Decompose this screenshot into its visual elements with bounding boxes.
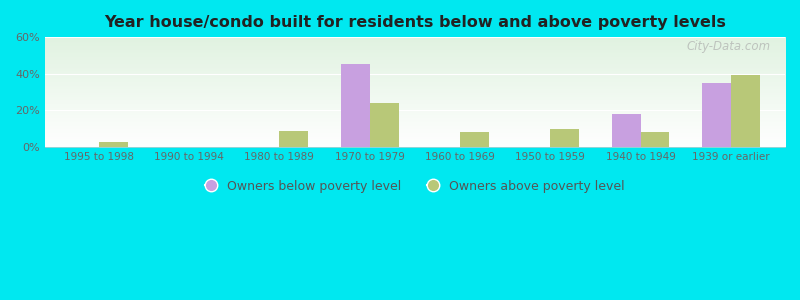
Bar bbox=[370, 103, 398, 147]
Bar bbox=[731, 75, 760, 147]
Legend: Owners below poverty level, Owners above poverty level: Owners below poverty level, Owners above… bbox=[200, 175, 630, 198]
Bar bbox=[641, 132, 670, 147]
Bar bbox=[702, 83, 731, 147]
Title: Year house/condo built for residents below and above poverty levels: Year house/condo built for residents bel… bbox=[104, 15, 726, 30]
Bar bbox=[550, 129, 579, 147]
Bar bbox=[612, 114, 641, 147]
Bar bbox=[341, 64, 370, 147]
Bar bbox=[98, 142, 128, 147]
Bar bbox=[279, 130, 308, 147]
Text: City-Data.com: City-Data.com bbox=[686, 40, 770, 53]
Bar bbox=[460, 132, 489, 147]
